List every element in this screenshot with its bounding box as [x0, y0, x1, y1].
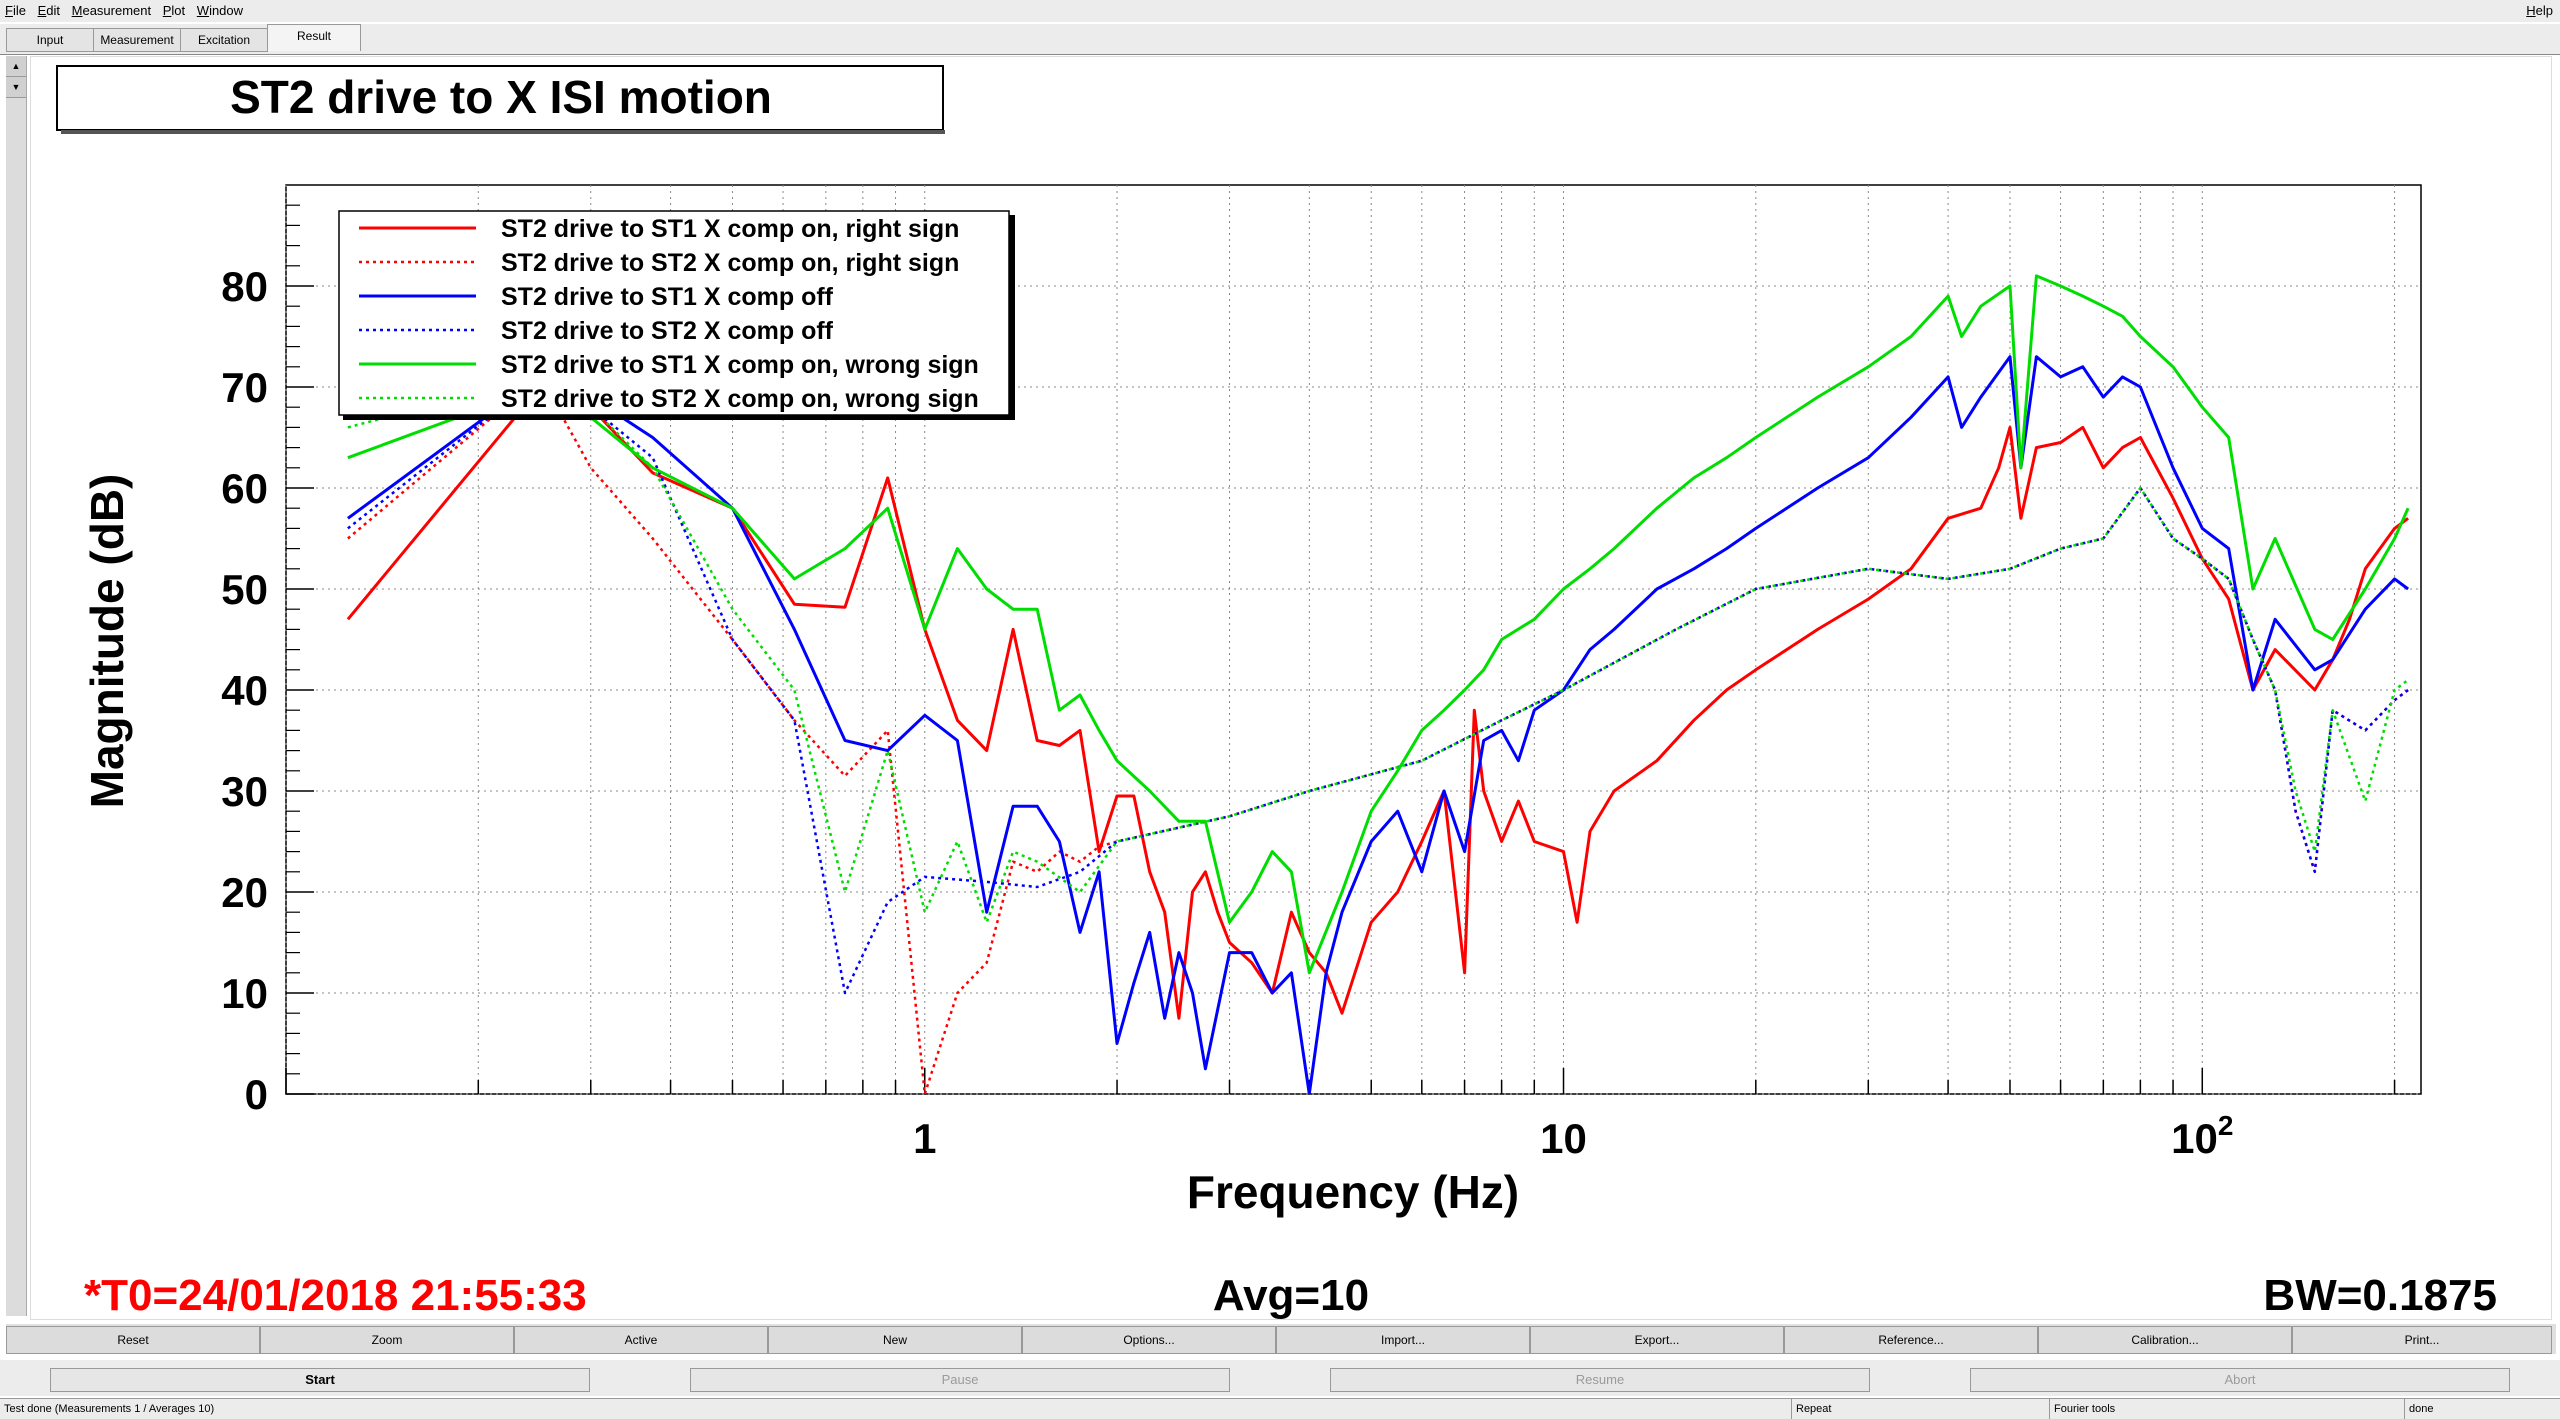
y-tick-label: 80 — [221, 263, 268, 310]
tab-excitation[interactable]: Excitation — [180, 28, 268, 52]
pause-button[interactable]: Pause — [690, 1368, 1230, 1392]
menu-help[interactable]: Help — [2526, 3, 2553, 18]
abort-button[interactable]: Abort — [1970, 1368, 2510, 1392]
tab-bar: Input Measurement Excitation Result — [0, 24, 2560, 55]
series-line-1 — [346, 385, 2409, 1020]
import-button[interactable]: Import... — [1276, 1326, 1530, 1354]
status-message: Test done (Measurements 1 / Averages 10) — [0, 1399, 1792, 1419]
t0-timestamp: *T0=24/01/2018 21:55:33 — [84, 1271, 587, 1319]
legend-label-2: ST2 drive to ST2 X comp on, right sign — [501, 249, 959, 277]
menu-file[interactable]: File — [5, 3, 26, 18]
legend: ST2 drive to ST1 X comp on, right sign ST… — [338, 210, 1015, 420]
scroll-down-icon[interactable]: ▼ — [6, 77, 26, 98]
menu-bar: File Edit Measurement Plot Window Help — [0, 0, 2560, 22]
y-tick-label: 50 — [221, 566, 268, 613]
tab-measurement[interactable]: Measurement — [93, 28, 181, 52]
measurement-controls: Start Pause Resume Abort — [0, 1360, 2560, 1396]
x-tick-label: 10 — [1540, 1115, 1587, 1162]
print-button[interactable]: Print... — [2292, 1326, 2552, 1354]
tab-input[interactable]: Input — [6, 28, 94, 52]
y-tick-label: 20 — [221, 869, 268, 916]
y-tick-label: 10 — [221, 970, 268, 1017]
menu-window[interactable]: Window — [196, 3, 244, 18]
y-tick-label: 70 — [221, 364, 268, 411]
series-line-5 — [347, 274, 2410, 975]
menu-plot[interactable]: Plot — [162, 3, 186, 18]
title-box — [56, 65, 944, 131]
status-state: done — [2409, 1403, 2434, 1415]
start-button[interactable]: Start — [50, 1368, 590, 1392]
y-tick-label: 0 — [245, 1071, 268, 1118]
legend-shadow-bottom — [343, 415, 1015, 420]
legend-entries: ST2 drive to ST1 X comp on, right sign ST… — [359, 215, 979, 413]
status-repeat: Repeat — [1792, 1399, 2050, 1419]
tab-result[interactable]: Result — [267, 24, 361, 51]
legend-label-5: ST2 drive to ST1 X comp on, wrong sign — [501, 351, 979, 379]
x-tick-label: 102 — [2171, 1110, 2233, 1162]
options-button[interactable]: Options... — [1022, 1326, 1276, 1354]
y-tick-label: 60 — [221, 465, 268, 512]
vertical-scrollbar[interactable]: ▲ ▼ — [6, 56, 27, 1316]
chart[interactable]: ST2 drive to X ISI motion 0 10 20 30 40 50 60 7… — [31, 57, 2551, 1319]
series-line-3 — [347, 355, 2409, 1094]
legend-label-3: ST2 drive to ST1 X comp off — [501, 283, 834, 311]
reset-button[interactable]: Reset — [6, 1326, 260, 1354]
scroll-up-icon[interactable]: ▲ — [6, 56, 26, 77]
x-tick-label: 1 — [913, 1115, 936, 1162]
bandwidth-label: BW=0.1875 — [2263, 1271, 2497, 1319]
y-tick-label: 30 — [221, 768, 268, 815]
legend-label-4: ST2 drive to ST2 X comp off — [501, 317, 834, 345]
zoom-button[interactable]: Zoom — [260, 1326, 514, 1354]
y-tick-label: 40 — [221, 667, 268, 714]
x-axis-label: Frequency (Hz) — [1187, 1166, 1519, 1218]
series-line-6 — [347, 375, 2409, 924]
new-button[interactable]: New — [768, 1326, 1022, 1354]
status-bar: Test done (Measurements 1 / Averages 10)… — [0, 1398, 2560, 1419]
plot-pad[interactable]: ST2 drive to X ISI motion 0 10 20 30 40 50 60 7… — [30, 56, 2552, 1320]
y-axis-label: Magnitude (dB) — [81, 474, 133, 809]
active-button[interactable]: Active — [514, 1326, 768, 1354]
reference-button[interactable]: Reference... — [1784, 1326, 2038, 1354]
legend-shadow-right — [1009, 215, 1015, 419]
calibration-button[interactable]: Calibration... — [2038, 1326, 2292, 1354]
menu-measurement[interactable]: Measurement — [71, 3, 152, 18]
legend-label-6: ST2 drive to ST2 X comp on, wrong sign — [501, 385, 979, 413]
series-group — [346, 274, 2410, 1094]
chart-title: ST2 drive to X ISI motion — [230, 71, 772, 123]
resume-button[interactable]: Resume — [1330, 1368, 1870, 1392]
plot-toolbar: Reset Zoom Active New Options... Import.… — [6, 1324, 2556, 1354]
status-tools: Fourier tools — [2050, 1399, 2405, 1419]
title-box-shadow — [61, 130, 945, 134]
legend-label-1: ST2 drive to ST1 X comp on, right sign — [501, 215, 959, 243]
averages-label: Avg=10 — [1213, 1271, 1369, 1319]
menu-edit[interactable]: Edit — [37, 3, 60, 18]
series-line-4 — [347, 375, 2409, 995]
axis-ticks: 0 10 20 30 40 50 60 70 80 1 10 102 — [221, 204, 2396, 1162]
export-button[interactable]: Export... — [1530, 1326, 1784, 1354]
